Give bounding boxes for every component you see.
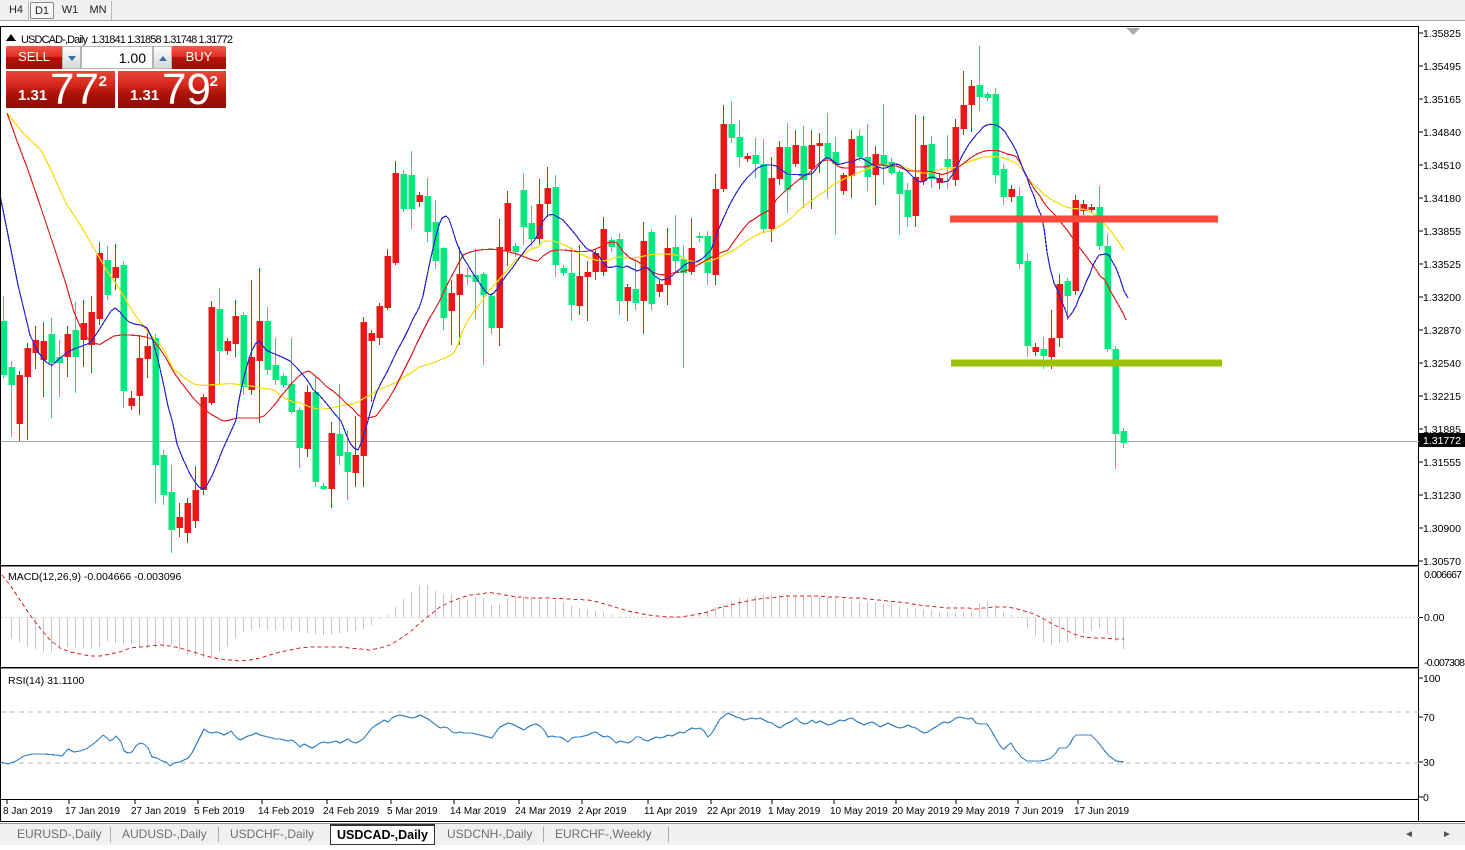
svg-text:10 May 2019: 10 May 2019 xyxy=(830,806,888,817)
svg-text:2 Apr 2019: 2 Apr 2019 xyxy=(578,806,627,817)
svg-text:22 Apr 2019: 22 Apr 2019 xyxy=(707,806,761,817)
svg-text:1.35495: 1.35495 xyxy=(1423,61,1461,73)
svg-text:1.31555: 1.31555 xyxy=(1423,457,1461,469)
svg-text:20 May 2019: 20 May 2019 xyxy=(892,806,950,817)
svg-text:1 May 2019: 1 May 2019 xyxy=(768,806,821,817)
svg-text:1.31772: 1.31772 xyxy=(1423,435,1461,447)
svg-text:0: 0 xyxy=(1423,792,1429,804)
svg-text:5 Mar 2019: 5 Mar 2019 xyxy=(387,806,438,817)
svg-text:0.006667: 0.006667 xyxy=(1424,569,1462,581)
svg-text:5 Feb 2019: 5 Feb 2019 xyxy=(194,806,245,817)
svg-text:RSI(14) 31.1100: RSI(14) 31.1100 xyxy=(8,675,84,687)
svg-text:1.34180: 1.34180 xyxy=(1423,193,1461,205)
svg-text:1.32540: 1.32540 xyxy=(1423,358,1461,370)
svg-text:1.31230: 1.31230 xyxy=(1423,490,1461,502)
svg-text:29 May 2019: 29 May 2019 xyxy=(952,806,1010,817)
svg-text:1.32870: 1.32870 xyxy=(1423,325,1461,337)
svg-text:1.35165: 1.35165 xyxy=(1423,94,1461,106)
svg-text:17 Jun 2019: 17 Jun 2019 xyxy=(1074,806,1129,817)
svg-text:24 Mar 2019: 24 Mar 2019 xyxy=(515,806,572,817)
svg-text:11 Apr 2019: 11 Apr 2019 xyxy=(644,806,698,817)
svg-text:1.34510: 1.34510 xyxy=(1423,160,1461,172)
svg-text:7 Jun 2019: 7 Jun 2019 xyxy=(1014,806,1064,817)
svg-text:1.35825: 1.35825 xyxy=(1423,28,1461,40)
svg-text:14 Mar 2019: 14 Mar 2019 xyxy=(450,806,507,817)
svg-text:1.32215: 1.32215 xyxy=(1423,391,1461,403)
svg-text:1.30900: 1.30900 xyxy=(1423,523,1461,535)
svg-text:100: 100 xyxy=(1423,673,1441,685)
svg-text:14 Feb 2019: 14 Feb 2019 xyxy=(258,806,315,817)
svg-text:USDCAD-,Daily 1.31841 1.31858: USDCAD-,Daily 1.31841 1.31858 1.31748 1.… xyxy=(21,34,233,46)
svg-text:MACD(12,26,9) -0.004666 -0.003: MACD(12,26,9) -0.004666 -0.003096 xyxy=(8,571,182,583)
svg-text:1.34840: 1.34840 xyxy=(1423,127,1461,139)
svg-text:1.30570: 1.30570 xyxy=(1423,556,1461,568)
svg-text:8 Jan 2019: 8 Jan 2019 xyxy=(3,806,53,817)
svg-text:1.33525: 1.33525 xyxy=(1423,259,1461,271)
svg-text:-0.007308: -0.007308 xyxy=(1424,657,1465,669)
svg-text:1.33200: 1.33200 xyxy=(1423,292,1461,304)
svg-text:24 Feb 2019: 24 Feb 2019 xyxy=(323,806,380,817)
svg-text:0.00: 0.00 xyxy=(1424,612,1445,624)
svg-text:27 Jan 2019: 27 Jan 2019 xyxy=(131,806,186,817)
svg-text:17 Jan 2019: 17 Jan 2019 xyxy=(65,806,120,817)
svg-text:70: 70 xyxy=(1423,712,1435,724)
svg-text:1.33855: 1.33855 xyxy=(1423,226,1461,238)
svg-text:30: 30 xyxy=(1423,757,1435,769)
